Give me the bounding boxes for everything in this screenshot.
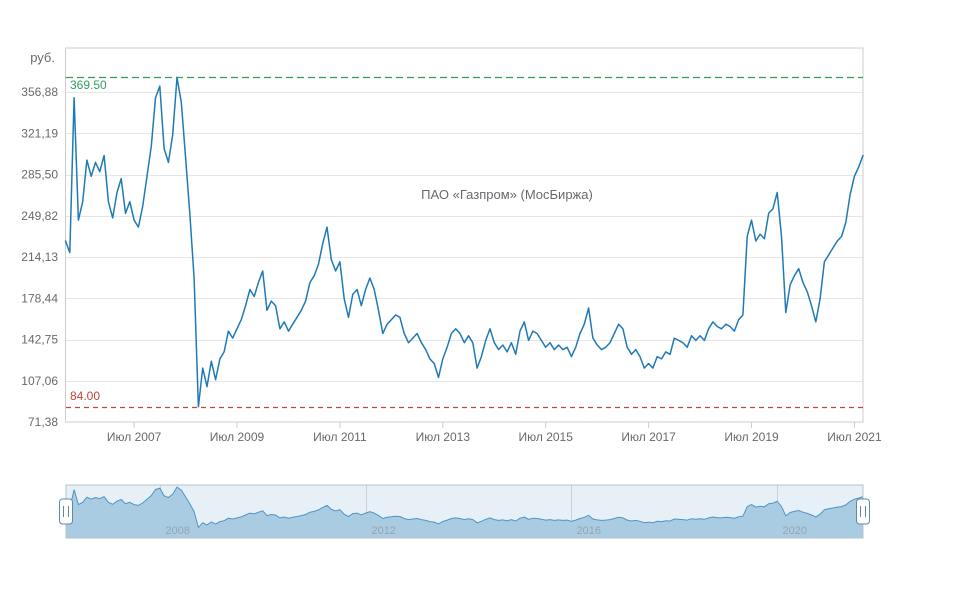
navigator-year-labels: 2008 2012 2016 2020 — [166, 525, 807, 537]
y-axis-label: 321,19 — [21, 126, 58, 140]
y-axis-label: 214,13 — [21, 250, 58, 264]
navigator-line-series — [65, 486, 864, 529]
y-axis-label: 71,38 — [28, 415, 58, 429]
x-axis-label: Июл 2019 — [724, 430, 779, 444]
x-axis-label: Июл 2017 — [621, 430, 676, 444]
y-axis-label: 178,44 — [21, 291, 58, 305]
y-axis-label: 142,75 — [21, 333, 58, 347]
navigator-right-handle[interactable] — [856, 498, 870, 525]
y-axis-label: 107,06 — [21, 374, 58, 388]
price-line-series[interactable] — [64, 76, 864, 408]
navigator-year-label: 2020 — [783, 525, 807, 537]
y-axis-label: 356,88 — [21, 85, 58, 99]
x-axis-label: Июл 2015 — [519, 430, 574, 444]
max-price-label: 369.50 — [70, 78, 107, 92]
x-axis-label: Июл 2013 — [416, 430, 471, 444]
x-axis-label: Июл 2009 — [210, 430, 265, 444]
y-axis-label: 285,50 — [21, 168, 58, 182]
navigator-year-label: 2008 — [166, 525, 190, 537]
plot-area[interactable] — [66, 48, 864, 422]
navigator-area-series — [65, 487, 863, 538]
y-axis-label: 249,82 — [21, 209, 58, 223]
y-gridlines — [65, 92, 863, 382]
navigator-year-label: 2016 — [577, 525, 601, 537]
navigator-year-label: 2012 — [372, 525, 396, 537]
chart-title: ПАО «Газпром» (МосБиржа) — [421, 187, 593, 202]
min-price-label: 84.00 — [70, 389, 100, 403]
x-axis-label: Июл 2007 — [107, 430, 162, 444]
y-axis-unit-label: руб. — [30, 50, 55, 65]
navigator-left-handle[interactable] — [59, 498, 73, 525]
plot-border — [65, 47, 864, 423]
x-axis-ticks — [133, 422, 855, 428]
x-axis-label: Июл 2011 — [313, 430, 367, 444]
x-axis-labels: Июл 2007 Июл 2009 Июл 2011 Июл 2013 Июл 2015… — [107, 430, 882, 444]
navigator: 2008 2012 2016 2020 — [59, 484, 870, 539]
x-axis-label: Июл 2021 — [827, 430, 882, 444]
y-axis-labels: 356,88 321,19 285,50 249,82 214,13 178,44 142,… — [21, 85, 58, 429]
